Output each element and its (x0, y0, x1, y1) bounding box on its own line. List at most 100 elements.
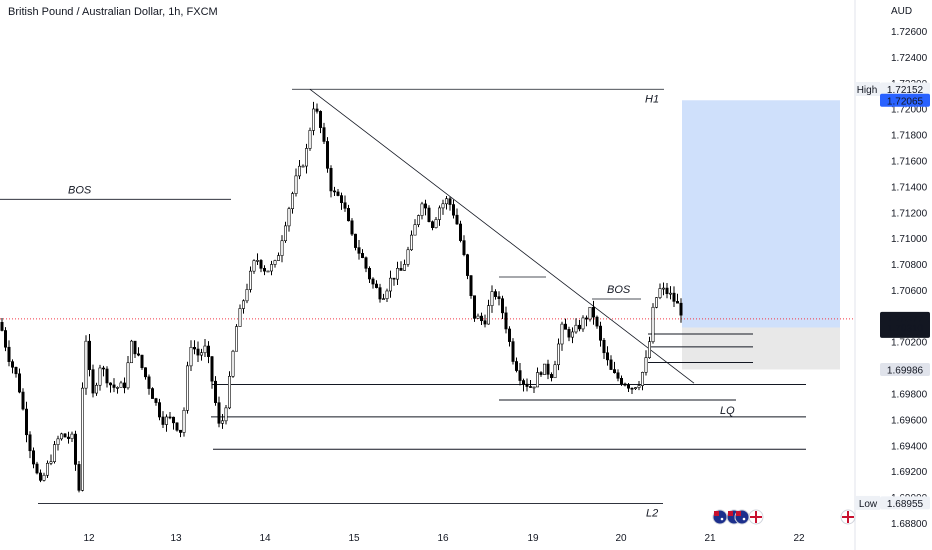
candle-body (658, 288, 662, 298)
candle-body (59, 433, 63, 440)
candle-body (259, 260, 263, 269)
candle-body (17, 373, 21, 393)
current-price-tag: 1.70377 (887, 315, 924, 326)
candle-body (154, 398, 158, 403)
candle-body (609, 359, 613, 370)
candle-body (598, 325, 602, 341)
trendline[interactable] (309, 88, 695, 384)
candle-body (472, 295, 476, 319)
time-tick-label: 14 (259, 533, 271, 544)
candle-body (661, 287, 665, 290)
price-tick-label: 1.71400 (891, 182, 928, 193)
candle-body (581, 317, 585, 330)
time-tick-label: 15 (348, 533, 360, 544)
candle-body (0, 322, 4, 331)
candle-body (224, 407, 228, 422)
candle-body (504, 312, 508, 330)
candle-body (228, 376, 232, 409)
candle-body (308, 130, 312, 149)
candle-body (158, 402, 162, 418)
candle-body (84, 340, 88, 389)
candle-body (81, 387, 85, 491)
candle-body (287, 208, 291, 227)
candle-body (14, 366, 18, 375)
candle-body (483, 320, 487, 325)
candle-body (553, 364, 557, 379)
candle-body (119, 382, 123, 388)
candle-body (535, 372, 539, 388)
price-tick-label: 1.71800 (891, 131, 928, 142)
price-tick-label: 1.69400 (891, 441, 928, 452)
candle-body (560, 323, 564, 345)
candle-body (514, 361, 518, 371)
candle-body (210, 356, 214, 382)
candle-body (399, 268, 403, 271)
candle-body (273, 260, 277, 265)
candle-body (304, 148, 308, 167)
candle-body (91, 369, 95, 394)
bos-right-label: BOS (607, 284, 631, 296)
candle-body (283, 225, 287, 242)
price-tick-label: 1.72000 (891, 105, 928, 116)
candle-body (24, 408, 28, 436)
candle-body (245, 289, 249, 302)
candle-body (637, 385, 641, 388)
candle-body (221, 420, 225, 424)
candle-body (413, 224, 417, 236)
candle-body (266, 270, 270, 273)
candle-body (574, 324, 578, 333)
entry-price-tag-bg (880, 321, 930, 334)
candle-body (196, 348, 200, 356)
candle-body (123, 382, 127, 389)
candle-body (381, 298, 385, 300)
candle-body (95, 384, 99, 394)
candle-body (602, 339, 606, 354)
candle-body (416, 215, 420, 225)
candle-body (130, 340, 134, 364)
candle-body (448, 198, 452, 205)
candle-body (262, 268, 266, 272)
candle-body (595, 316, 599, 327)
candle-body (556, 343, 560, 366)
candle-body (591, 306, 595, 318)
time-tick-label: 16 (437, 533, 449, 544)
candle-body (116, 387, 120, 389)
candle-body (193, 346, 197, 350)
candle-body (252, 260, 256, 272)
candle-body (102, 367, 106, 370)
candle-body (49, 461, 53, 464)
candle-body (507, 328, 511, 342)
target-zone[interactable] (682, 100, 840, 328)
candle-body (567, 329, 571, 338)
price-tick-label: 1.70800 (891, 260, 928, 271)
candle-body (546, 363, 550, 375)
price-tick-label: 1.71000 (891, 234, 928, 245)
candle-body (70, 433, 74, 439)
candle-body (630, 387, 634, 390)
candle-body (133, 340, 137, 355)
bos-left-label: BOS (68, 184, 92, 196)
candle-body (231, 350, 235, 377)
candle-body (290, 193, 294, 209)
candle-body (570, 331, 574, 338)
high-tag: High (857, 85, 878, 96)
candle-body (479, 315, 483, 322)
candle-body (357, 247, 361, 254)
candle-body (528, 386, 532, 388)
candle-body (476, 315, 480, 319)
low-value-bg (880, 496, 930, 510)
candle-body (88, 340, 92, 370)
candle-body (612, 369, 616, 374)
australia-union-icon (714, 511, 719, 516)
candle-body (441, 203, 445, 209)
candle-body (11, 361, 15, 368)
candle-body (392, 277, 396, 280)
stop-price-tag-bg (880, 362, 930, 376)
price-tick-label: 1.69800 (891, 390, 928, 401)
price-tick-label: 1.69600 (891, 415, 928, 426)
candle-body (249, 270, 253, 290)
candle-body (269, 264, 273, 272)
candle-body (395, 268, 399, 280)
candle-body (374, 283, 378, 288)
